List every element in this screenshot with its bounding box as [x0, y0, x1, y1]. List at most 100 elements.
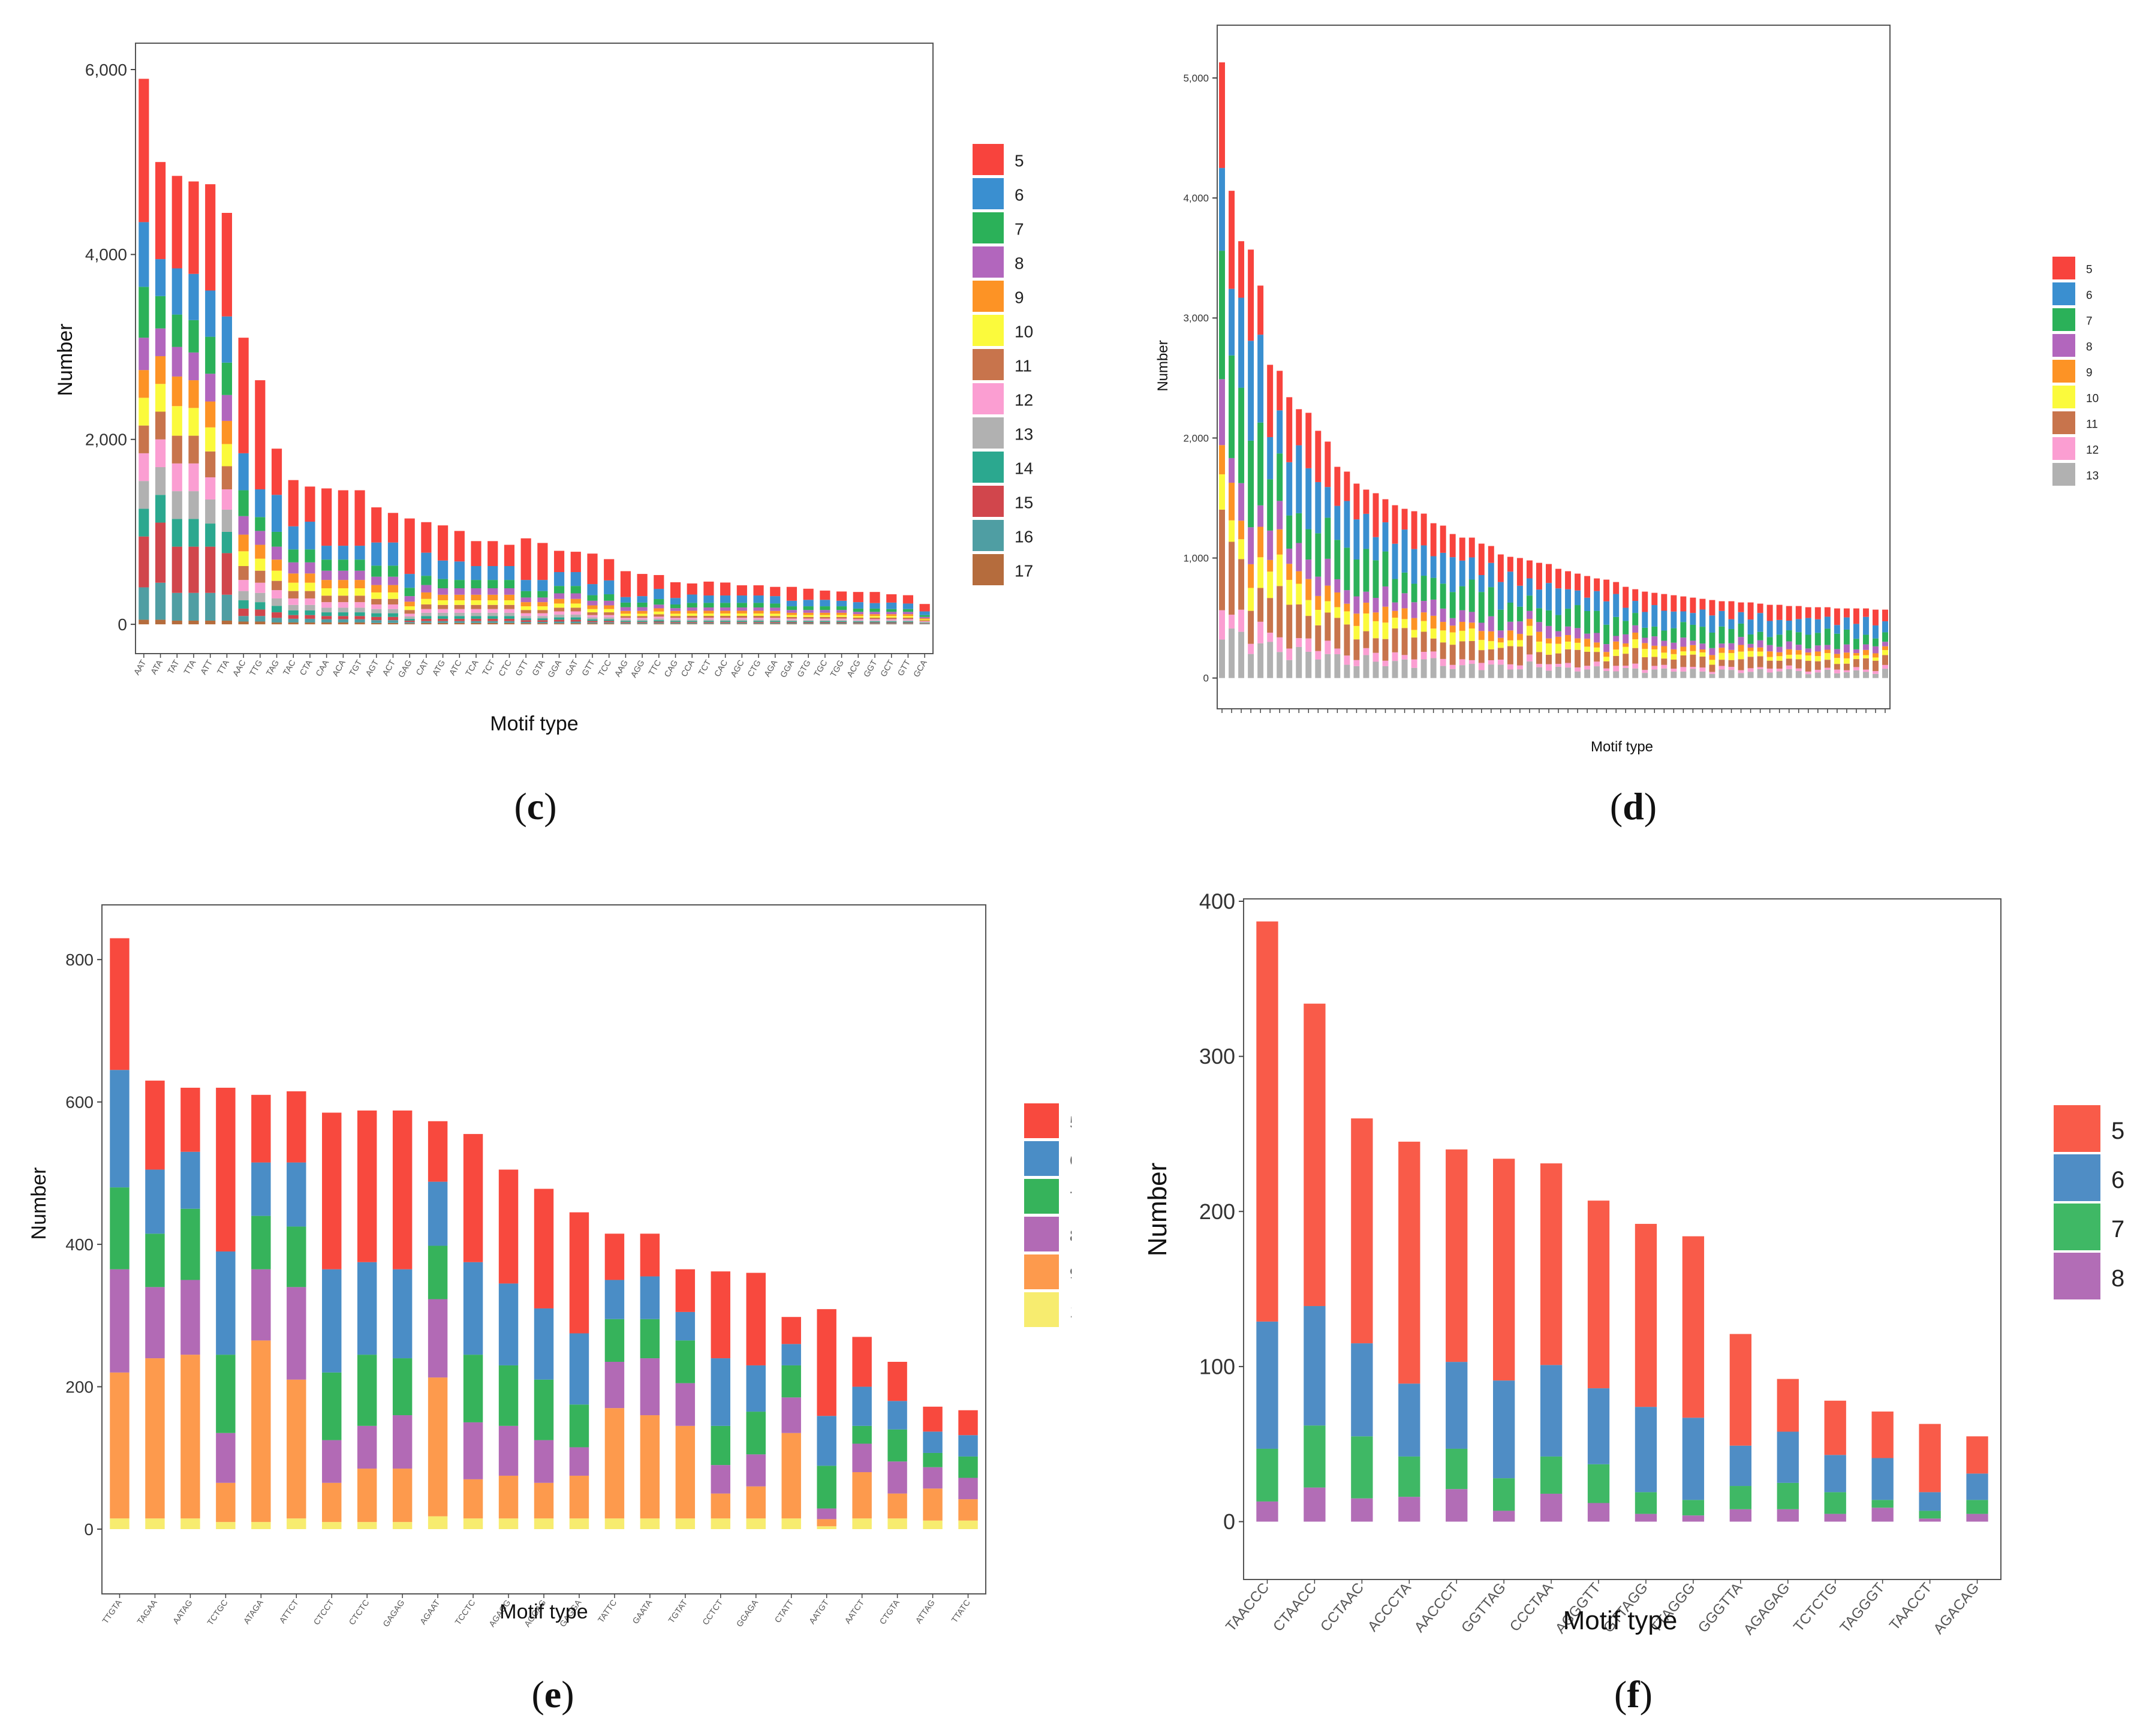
bar-segment-9: [958, 1499, 978, 1521]
bar-segment-10: [354, 588, 365, 596]
bar-segment-9: [1296, 571, 1302, 584]
bar-segment-9: [534, 1482, 554, 1519]
bar-segment-7: [1805, 634, 1811, 649]
bar-segment-9: [1449, 625, 1456, 633]
x-tick-label: TTC: [646, 658, 663, 678]
bar-segment-13: [1795, 671, 1802, 678]
bar-segment-15: [255, 609, 266, 616]
bar-segment-5: [1757, 603, 1763, 613]
bar-segment-7: [534, 1379, 554, 1440]
bar-segment-8: [1392, 602, 1398, 611]
bar-segment-7: [1459, 586, 1465, 610]
y-tick-label: 3,000: [1183, 312, 1209, 324]
legend-swatch-6: [2052, 282, 2075, 305]
bar-segment-15: [620, 622, 631, 623]
bar-segment-16: [238, 616, 249, 622]
bar-segment-12: [1468, 660, 1475, 664]
bar-segment-12: [1661, 664, 1668, 669]
bar-segment-16: [820, 622, 830, 624]
bar-segment-8: [1296, 543, 1302, 571]
bar-segment-15: [687, 622, 697, 623]
bar-segment-9: [471, 594, 481, 601]
bar-segment-5: [287, 1091, 306, 1163]
bar-segment-5: [853, 592, 863, 603]
bar-segment-5: [1623, 586, 1629, 608]
bar-segment-9: [886, 614, 897, 616]
bar-segment-15: [753, 622, 764, 623]
bar-segment-7: [852, 1425, 872, 1444]
bar-segment-14: [803, 621, 814, 622]
bar-segment-15: [238, 608, 249, 616]
bar-segment-14: [736, 621, 747, 622]
bar-segment-12: [687, 618, 697, 620]
bar-segment-13: [1219, 639, 1225, 678]
bar-segment-8: [354, 570, 365, 580]
bar-segment-13: [155, 467, 166, 495]
bar-segment-14: [421, 616, 432, 619]
bar-segment-7: [1353, 559, 1360, 597]
bar-segment-5: [587, 553, 598, 585]
bar-segment-13: [338, 607, 348, 613]
bar-segment-10: [1296, 583, 1302, 605]
bar-segment-6: [1382, 522, 1389, 552]
bar-segment-10: [736, 613, 747, 616]
bar-segment-16: [687, 622, 697, 624]
bar-segment-6: [919, 611, 930, 615]
bar-segment-8: [387, 576, 399, 585]
bar-segment-5: [1248, 249, 1254, 341]
x-tick-label: CAA: [314, 658, 331, 678]
bar-segment-14: [454, 616, 465, 619]
bar-segment-8: [1305, 559, 1312, 579]
bar-segment-6: [321, 546, 332, 560]
bar-segment-11: [1718, 660, 1725, 666]
bar-segment-5: [1219, 62, 1225, 169]
bar-segment-11: [1632, 648, 1639, 664]
bar-segment-8: [1449, 618, 1456, 626]
bar-segment-11: [1555, 653, 1561, 664]
bar-segment-13: [305, 604, 315, 611]
bar-segment-8: [919, 616, 930, 619]
bar-segment-15: [886, 622, 897, 624]
bar-segment-8: [305, 562, 315, 574]
bar-segment-15: [171, 546, 182, 593]
bar-segment-5: [1449, 534, 1456, 558]
legend-swatch-6: [1024, 1141, 1059, 1176]
bar-segment-6: [1603, 601, 1610, 625]
bar-segment-7: [357, 1355, 377, 1426]
y-tick-label: 400: [65, 1235, 94, 1254]
bar-segment-10: [110, 1518, 130, 1529]
bar-segment-5: [421, 522, 432, 553]
bar-segment-7: [471, 580, 481, 589]
bar-segment-7: [1642, 627, 1648, 638]
bar-segment-8: [1286, 548, 1293, 564]
bar-segment-6: [604, 1280, 625, 1319]
bar-segment-16: [520, 621, 531, 624]
bar-segment-11: [703, 615, 714, 618]
bar-segment-12: [1623, 666, 1629, 668]
bar-segment-10: [569, 1518, 589, 1529]
bar-segment-13: [271, 598, 282, 606]
bar-segment-6: [1594, 591, 1600, 611]
bar-segment-16: [803, 622, 814, 624]
bar-segment-9: [553, 598, 565, 604]
bar-segment-7: [1478, 592, 1485, 623]
bar-segment-6: [305, 521, 315, 550]
bar-segment-6: [471, 565, 481, 580]
bar-segment-7: [1440, 583, 1446, 609]
bar-segment-5: [781, 1317, 801, 1344]
bar-segment-15: [836, 622, 847, 623]
bar-segment-11: [803, 616, 814, 619]
x-tick-label: AATGT: [807, 1597, 831, 1626]
bar-segment-5: [1325, 441, 1331, 488]
bar-segment-7: [1286, 515, 1293, 549]
bar-segment-9: [1382, 606, 1389, 623]
bar-segment-14: [637, 621, 648, 622]
bar-segment-6: [404, 574, 415, 588]
bar-segment-6: [1555, 588, 1561, 615]
bar-segment-13: [371, 609, 382, 613]
bar-segment-11: [1468, 641, 1475, 660]
bar-segment-6: [1507, 571, 1513, 603]
bar-segment-7: [687, 603, 697, 608]
bar-segment-15: [271, 612, 282, 618]
bar-segment-17: [255, 621, 266, 625]
